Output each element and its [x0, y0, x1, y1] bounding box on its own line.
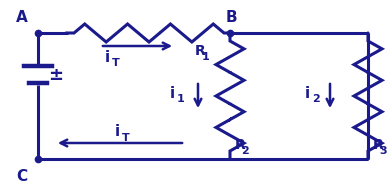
Text: R: R: [373, 138, 384, 152]
Text: i: i: [105, 49, 110, 64]
Text: i: i: [305, 85, 310, 100]
Text: 2: 2: [241, 146, 249, 155]
Text: C: C: [16, 169, 27, 181]
Text: 3: 3: [379, 146, 387, 155]
Text: 2: 2: [312, 94, 320, 104]
Text: i: i: [115, 125, 120, 140]
Text: ±: ±: [48, 66, 63, 83]
Text: 1: 1: [177, 94, 185, 104]
Text: A: A: [16, 10, 28, 25]
Text: T: T: [112, 58, 120, 68]
Text: i: i: [170, 85, 175, 100]
Text: B: B: [226, 10, 238, 25]
Text: T: T: [122, 133, 130, 143]
Text: 1: 1: [202, 52, 209, 62]
Text: R: R: [195, 44, 206, 58]
Text: R: R: [235, 138, 246, 152]
